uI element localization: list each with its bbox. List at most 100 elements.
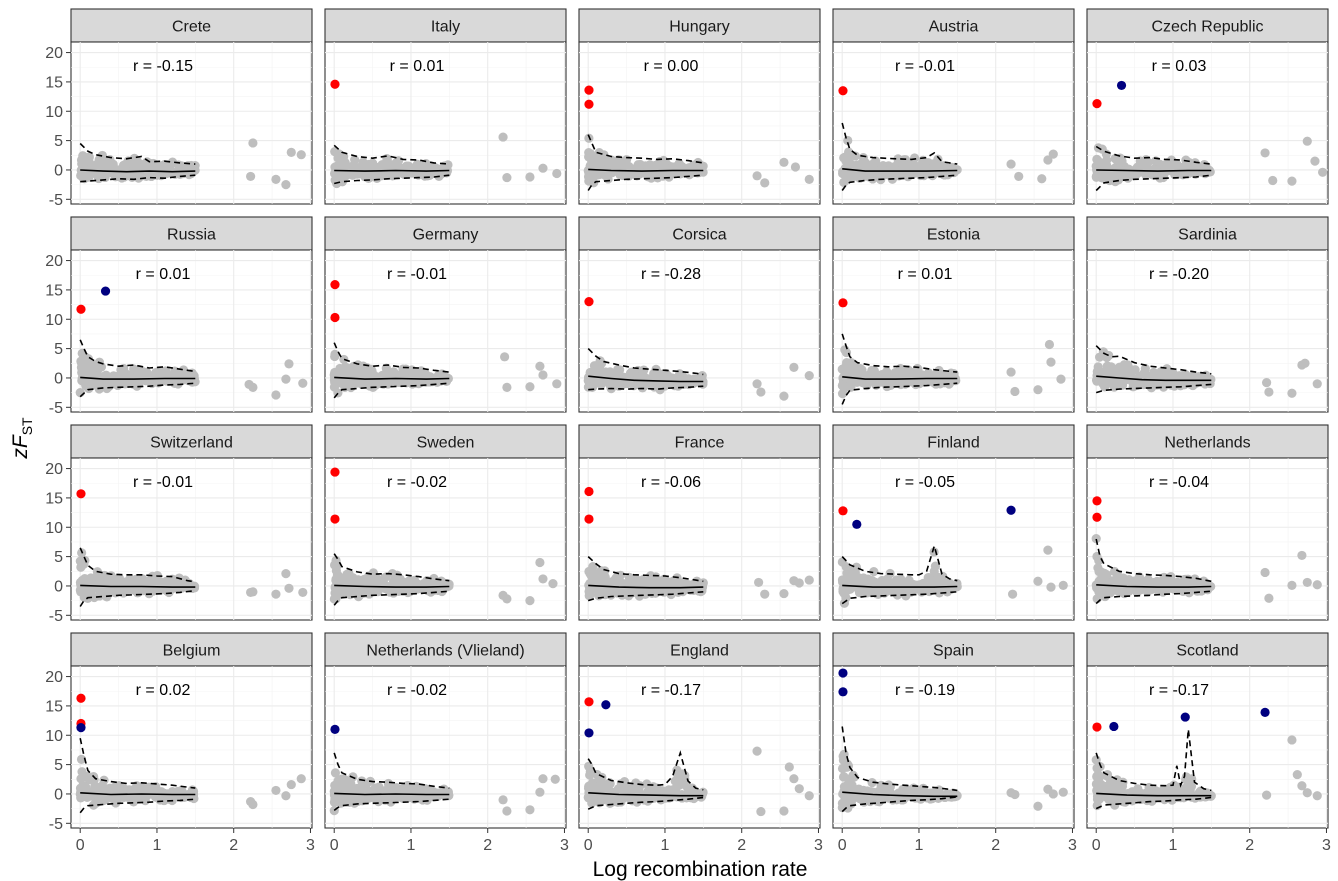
red-outlier-point	[330, 79, 340, 89]
facet-strip-label: Netherlands (Vlieland)	[366, 643, 524, 660]
upper-sd-line	[333, 342, 450, 373]
correlation-label: r = -0.01	[895, 58, 955, 75]
data-point	[850, 151, 860, 161]
facet-strip-label: Austria	[929, 19, 979, 36]
data-point	[498, 132, 508, 142]
data-point	[1261, 378, 1272, 388]
data-point	[75, 585, 85, 595]
data-point	[420, 784, 430, 794]
data-point	[1136, 575, 1146, 585]
facet-panel: Netherlands (Vlieland)r = -0.02	[324, 632, 567, 829]
data-point	[187, 785, 198, 795]
data-point	[677, 161, 687, 172]
upper-sd-line	[841, 122, 958, 165]
data-point	[84, 364, 95, 375]
upper-sd-line	[1095, 345, 1212, 375]
data-point	[585, 569, 595, 579]
correlation-label: r = -0.01	[133, 474, 193, 491]
data-point	[296, 150, 306, 160]
upper-sd-line	[1095, 145, 1212, 165]
data-point	[248, 382, 258, 392]
correlation-label: r = -0.28	[641, 266, 701, 283]
data-point	[804, 174, 814, 184]
data-point	[84, 377, 95, 387]
data-point	[1094, 566, 1104, 577]
facet-strip-label: Sardinia	[1178, 227, 1237, 244]
correlation-label: r = -0.04	[1149, 474, 1209, 491]
data-point	[331, 555, 341, 566]
data-point	[1098, 158, 1108, 169]
data-point	[330, 349, 340, 359]
data-point	[388, 160, 398, 170]
facet-strip-label: Netherlands	[1164, 435, 1250, 452]
red-outlier-point	[584, 99, 594, 109]
mean-line	[1096, 375, 1212, 382]
mean-line	[1096, 169, 1212, 172]
data-point	[1048, 149, 1058, 159]
data-point	[1097, 144, 1107, 154]
data-point	[1033, 385, 1043, 395]
data-point	[1033, 576, 1043, 586]
red-outlier-point	[330, 514, 340, 524]
data-point	[360, 368, 370, 378]
red-outlier-point	[330, 312, 340, 323]
data-point	[1043, 155, 1053, 165]
data-point	[626, 367, 636, 377]
data-point	[91, 798, 101, 808]
data-point	[132, 155, 142, 166]
data-point	[689, 165, 699, 175]
correlation-label: r = 0.03	[1152, 58, 1207, 75]
data-point	[286, 147, 296, 157]
data-point	[525, 382, 535, 392]
data-point	[75, 783, 86, 793]
data-point	[336, 169, 346, 180]
data-point	[858, 172, 868, 182]
data-point	[140, 796, 150, 806]
data-point	[77, 767, 87, 777]
upper-sd-line	[333, 553, 450, 582]
data-point	[602, 164, 612, 175]
grey-points	[75, 348, 308, 400]
data-point	[271, 174, 281, 184]
facet-strip-label: Germany	[413, 227, 479, 244]
data-point	[406, 581, 416, 591]
data-point	[552, 168, 562, 179]
data-point	[1140, 363, 1150, 374]
facet-strip-label: Belgium	[163, 643, 221, 660]
data-point	[298, 587, 308, 598]
data-point	[127, 788, 138, 798]
data-point	[502, 172, 512, 183]
data-point	[84, 155, 94, 166]
data-point	[499, 352, 510, 362]
data-point	[908, 159, 918, 169]
correlation-label: r = 0.01	[898, 266, 953, 283]
upper-sd-line	[79, 547, 196, 583]
facet-strip	[1086, 8, 1329, 43]
data-point	[432, 167, 443, 177]
data-point	[128, 582, 138, 593]
data-point	[878, 373, 888, 383]
data-point	[804, 575, 814, 585]
data-point	[281, 569, 291, 579]
lower-sd-line	[333, 590, 450, 606]
data-point	[684, 378, 695, 388]
data-point	[1260, 567, 1270, 578]
red-outlier-point	[330, 280, 340, 290]
grey-points	[584, 562, 814, 601]
upper-sd-line	[841, 333, 958, 373]
red-outlier-point	[838, 86, 848, 96]
data-point	[104, 376, 114, 386]
data-point	[752, 379, 762, 389]
navy-outlier-point	[1116, 80, 1127, 91]
data-point	[380, 162, 390, 172]
data-point	[1010, 386, 1020, 397]
data-point	[332, 588, 342, 598]
data-point	[1310, 156, 1320, 166]
data-point	[804, 371, 814, 381]
lower-sd-line	[334, 174, 450, 185]
data-point	[349, 160, 359, 170]
data-point	[248, 138, 258, 148]
